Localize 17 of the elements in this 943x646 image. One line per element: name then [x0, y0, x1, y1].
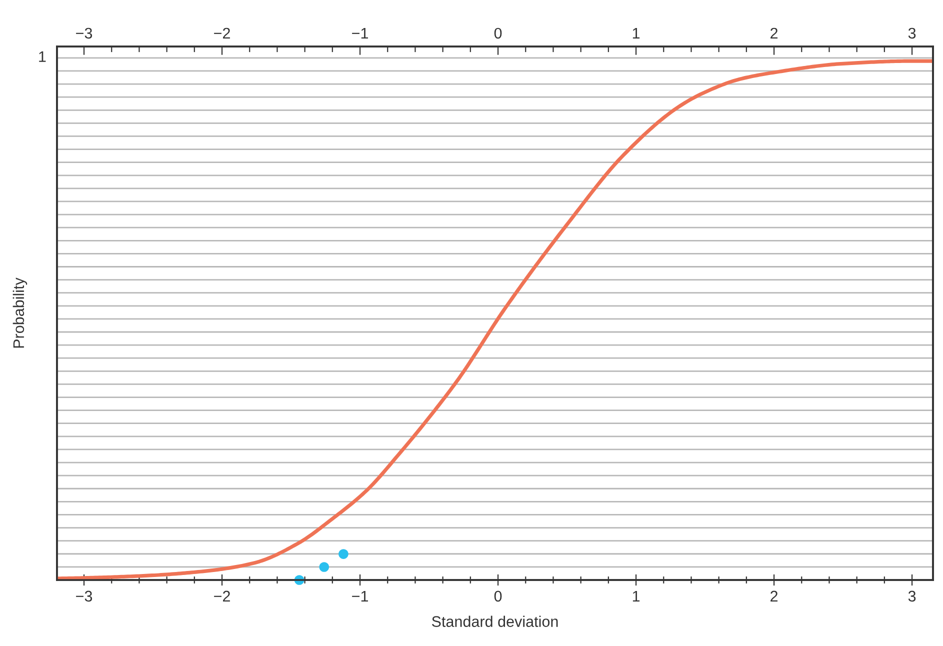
x-tick-label: −1: [352, 590, 368, 602]
x2-tick-label: 3: [908, 28, 916, 39]
text: 1: [39, 51, 46, 62]
x-tick-label: 0: [494, 590, 502, 602]
x2-tick-label: 1: [632, 28, 640, 38]
x-tick-label: −3: [76, 590, 92, 602]
y-axis-title: Probability: [12, 278, 28, 348]
x-axis-title: Standard deviation: [432, 616, 558, 627]
x-tick-label: 3: [908, 590, 916, 602]
x-tick-label: −2: [214, 590, 230, 602]
x-tick-label: 2: [770, 590, 778, 602]
x2-tick-label: −3: [76, 28, 92, 39]
x-tick-label: 1: [632, 590, 640, 602]
x2-tick-label: −1: [352, 28, 368, 38]
x2-tick-label: 2: [770, 28, 778, 38]
x2-tick-label: 0: [494, 28, 502, 39]
x2-tick-label: −2: [214, 28, 230, 38]
